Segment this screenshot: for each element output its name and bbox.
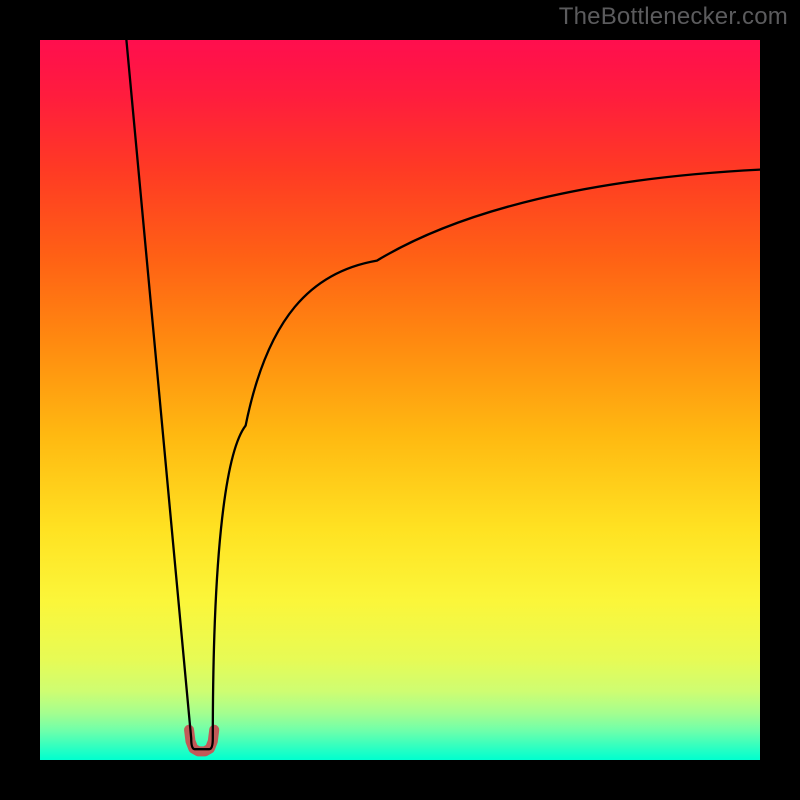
watermark-text: TheBottlenecker.com [559,3,788,31]
chart-container: TheBottlenecker.com [0,0,800,800]
bottleneck-curve-chart [40,40,760,760]
gradient-background [40,40,760,760]
